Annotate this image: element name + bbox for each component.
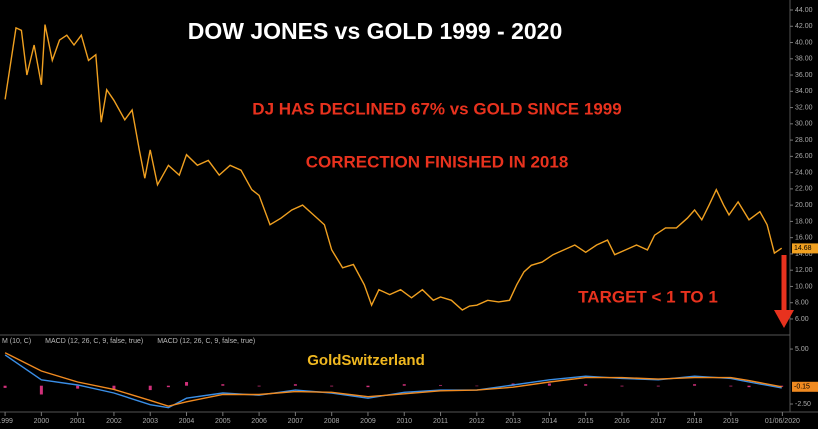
y-tick-label: 44.00 <box>795 7 813 14</box>
x-tick-label: 2005 <box>215 418 231 425</box>
y-tick-label: 16.00 <box>795 235 813 242</box>
x-tick-label: 2019 <box>723 418 739 425</box>
y-tick-label: 28.00 <box>795 137 813 144</box>
x-tick-label: 01/06/2020 <box>765 418 800 425</box>
x-tick-label: 2000 <box>34 418 50 425</box>
indicator-label: MACD (12, 26, C, 9, false, true) <box>157 338 255 345</box>
x-tick-label: 2013 <box>505 418 521 425</box>
last-value-label: 14.68 <box>794 245 812 252</box>
histogram-bar <box>747 385 751 388</box>
x-tick-label: 2011 <box>433 418 448 425</box>
y-tick-label: 20.00 <box>795 202 813 209</box>
histogram-bar <box>620 385 624 387</box>
histogram-bar <box>221 384 225 386</box>
x-tick-label: 2017 <box>650 418 666 425</box>
y-tick-label: 30.00 <box>795 121 813 128</box>
y-tick-label: 34.00 <box>795 88 813 95</box>
histogram-bar <box>402 384 406 386</box>
y-tick-label: 24.00 <box>795 169 813 176</box>
y-tick-label: 42.00 <box>795 23 813 30</box>
y-tick-label: 10.00 <box>795 283 813 290</box>
x-tick-label: 2009 <box>360 418 376 425</box>
histogram-bar <box>439 384 443 386</box>
histogram-bar <box>3 385 7 388</box>
histogram-bar <box>330 385 334 387</box>
histogram-bar <box>148 385 152 391</box>
annotation: TARGET < 1 TO 1 <box>578 287 718 306</box>
x-tick-label: 2002 <box>106 418 122 425</box>
histogram-bar <box>693 384 697 386</box>
watermark: GoldSwitzerland <box>307 352 425 369</box>
x-tick-label: 2010 <box>396 418 412 425</box>
x-tick-label: 2014 <box>542 418 558 425</box>
y-tick-label: -2.50 <box>795 401 811 408</box>
x-tick-label: 1999 <box>0 418 13 425</box>
annotation: DJ HAS DECLINED 67% vs GOLD SINCE 1999 <box>252 99 621 118</box>
x-tick-label: 2018 <box>687 418 703 425</box>
arrow <box>774 255 794 328</box>
histogram-bar <box>39 385 43 395</box>
line-series <box>4 24 783 311</box>
histogram-bar <box>475 385 479 387</box>
histogram-bar <box>584 384 588 386</box>
y-tick-label: 32.00 <box>795 104 813 111</box>
y-tick-label: 22.00 <box>795 186 813 193</box>
y-tick-label: 8.00 <box>795 300 809 307</box>
indicator-label: MACD (12, 26, C, 9, false, true) <box>45 338 143 345</box>
last-value-box <box>792 243 818 254</box>
x-tick-label: 2004 <box>179 418 195 425</box>
line-series <box>4 352 782 407</box>
y-tick-label: 12.00 <box>795 267 813 274</box>
x-tick-label: 2006 <box>251 418 267 425</box>
arrow-head <box>774 310 794 328</box>
y-tick-label: 26.00 <box>795 153 813 160</box>
histogram-bar <box>366 385 370 388</box>
histogram-bar <box>293 384 297 386</box>
x-tick-label: 2001 <box>70 418 86 425</box>
x-tick-label: 2003 <box>142 418 158 425</box>
histogram-bar <box>547 383 551 386</box>
x-tick-label: 2015 <box>578 418 594 425</box>
histogram-bar <box>656 385 660 387</box>
histogram-bar <box>257 385 261 387</box>
chart-title: DOW JONES vs GOLD 1999 - 2020 <box>188 18 563 44</box>
histogram-bar <box>185 382 189 386</box>
histogram-bar <box>166 385 170 388</box>
y-tick-label: 38.00 <box>795 56 813 63</box>
histogram-bar <box>729 385 733 387</box>
x-tick-label: 2007 <box>288 418 304 425</box>
last-value-label: -0.15 <box>794 384 810 391</box>
y-tick-label: 14.00 <box>795 251 813 258</box>
histogram-bar <box>112 385 116 390</box>
x-tick-label: 2008 <box>324 418 340 425</box>
x-tick-label: 2016 <box>614 418 630 425</box>
y-tick-label: 5.00 <box>795 346 809 353</box>
annotation: CORRECTION FINISHED IN 2018 <box>306 152 569 171</box>
indicator-label: M (10, C) <box>2 338 31 345</box>
x-tick-label: 2012 <box>469 418 485 425</box>
y-tick-label: 40.00 <box>795 39 813 46</box>
last-value-box <box>792 381 818 392</box>
y-tick-label: 6.00 <box>795 316 809 323</box>
histogram-bar <box>76 385 80 389</box>
y-tick-label: 18.00 <box>795 218 813 225</box>
y-tick-label: 36.00 <box>795 72 813 79</box>
